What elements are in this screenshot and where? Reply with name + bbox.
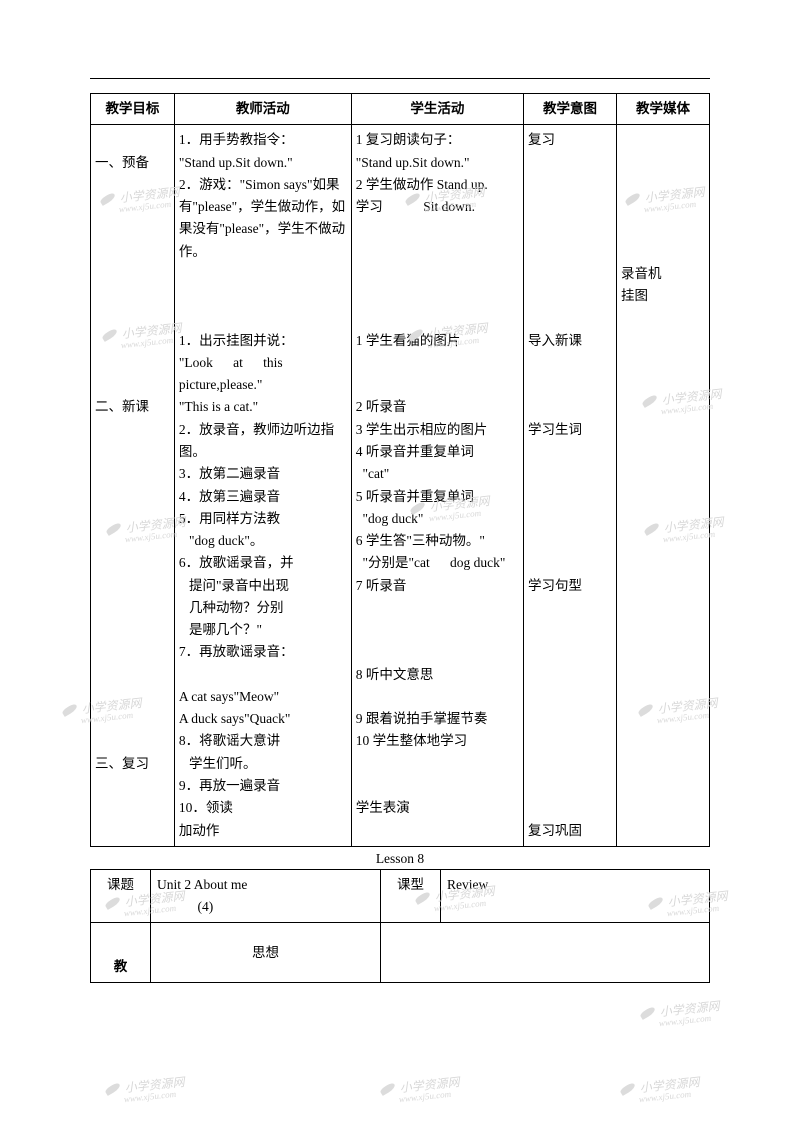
watermark: 小学资源网www.xj5u.com	[619, 1072, 701, 1106]
watermark: 小学资源网www.xj5u.com	[379, 1072, 461, 1106]
intent-text: 复习 导入新课 学习生词 学习句型 复习巩固	[528, 129, 612, 842]
keti-label: 课题	[91, 869, 151, 923]
lesson-plan-table: 教学目标 教师活动 学生活动 教学意图 教学媒体 一、预备 二、新课 三、复习 …	[90, 93, 710, 847]
watermark: 小学资源网www.xj5u.com	[104, 1072, 186, 1106]
cell-student: 1 复习朗读句子： "Stand up.Sit down." 2 学生做动作 S…	[351, 125, 523, 847]
cell-goal: 一、预备 二、新课 三、复习	[91, 125, 175, 847]
goal-text: 一、预备 二、新课 三、复习	[95, 129, 170, 775]
keti-value-text: Unit 2 About me (4)	[157, 874, 374, 919]
kexing-value: Review	[441, 869, 710, 923]
media-text: 录音机 挂图	[621, 129, 705, 307]
cell-media: 录音机 挂图	[617, 125, 710, 847]
top-horizontal-rule	[90, 78, 710, 79]
student-text: 1 复习朗读句子： "Stand up.Sit down." 2 学生做动作 S…	[356, 129, 519, 819]
teacher-text: 1．用手势教指令： "Stand up.Sit down." 2．游戏："Sim…	[179, 129, 347, 842]
header-goal: 教学目标	[91, 94, 175, 125]
jiao-label: 教	[91, 923, 151, 983]
lesson-meta-table: 课题 Unit 2 About me (4) 课型 Review 教 思想	[90, 869, 710, 984]
cell-intent: 复习 导入新课 学习生词 学习句型 复习巩固	[524, 125, 617, 847]
header-media: 教学媒体	[617, 94, 710, 125]
sixiang-label: 思想	[151, 923, 381, 983]
keti-value: Unit 2 About me (4)	[151, 869, 381, 923]
header-teacher: 教师活动	[174, 94, 351, 125]
header-student: 学生活动	[351, 94, 523, 125]
kexing-label: 课型	[381, 869, 441, 923]
header-intent: 教学意图	[524, 94, 617, 125]
lesson-8-label: Lesson 8	[90, 851, 710, 867]
sixiang-content	[381, 923, 710, 983]
cell-teacher: 1．用手势教指令： "Stand up.Sit down." 2．游戏："Sim…	[174, 125, 351, 847]
watermark: 小学资源网www.xj5u.com	[639, 996, 721, 1030]
